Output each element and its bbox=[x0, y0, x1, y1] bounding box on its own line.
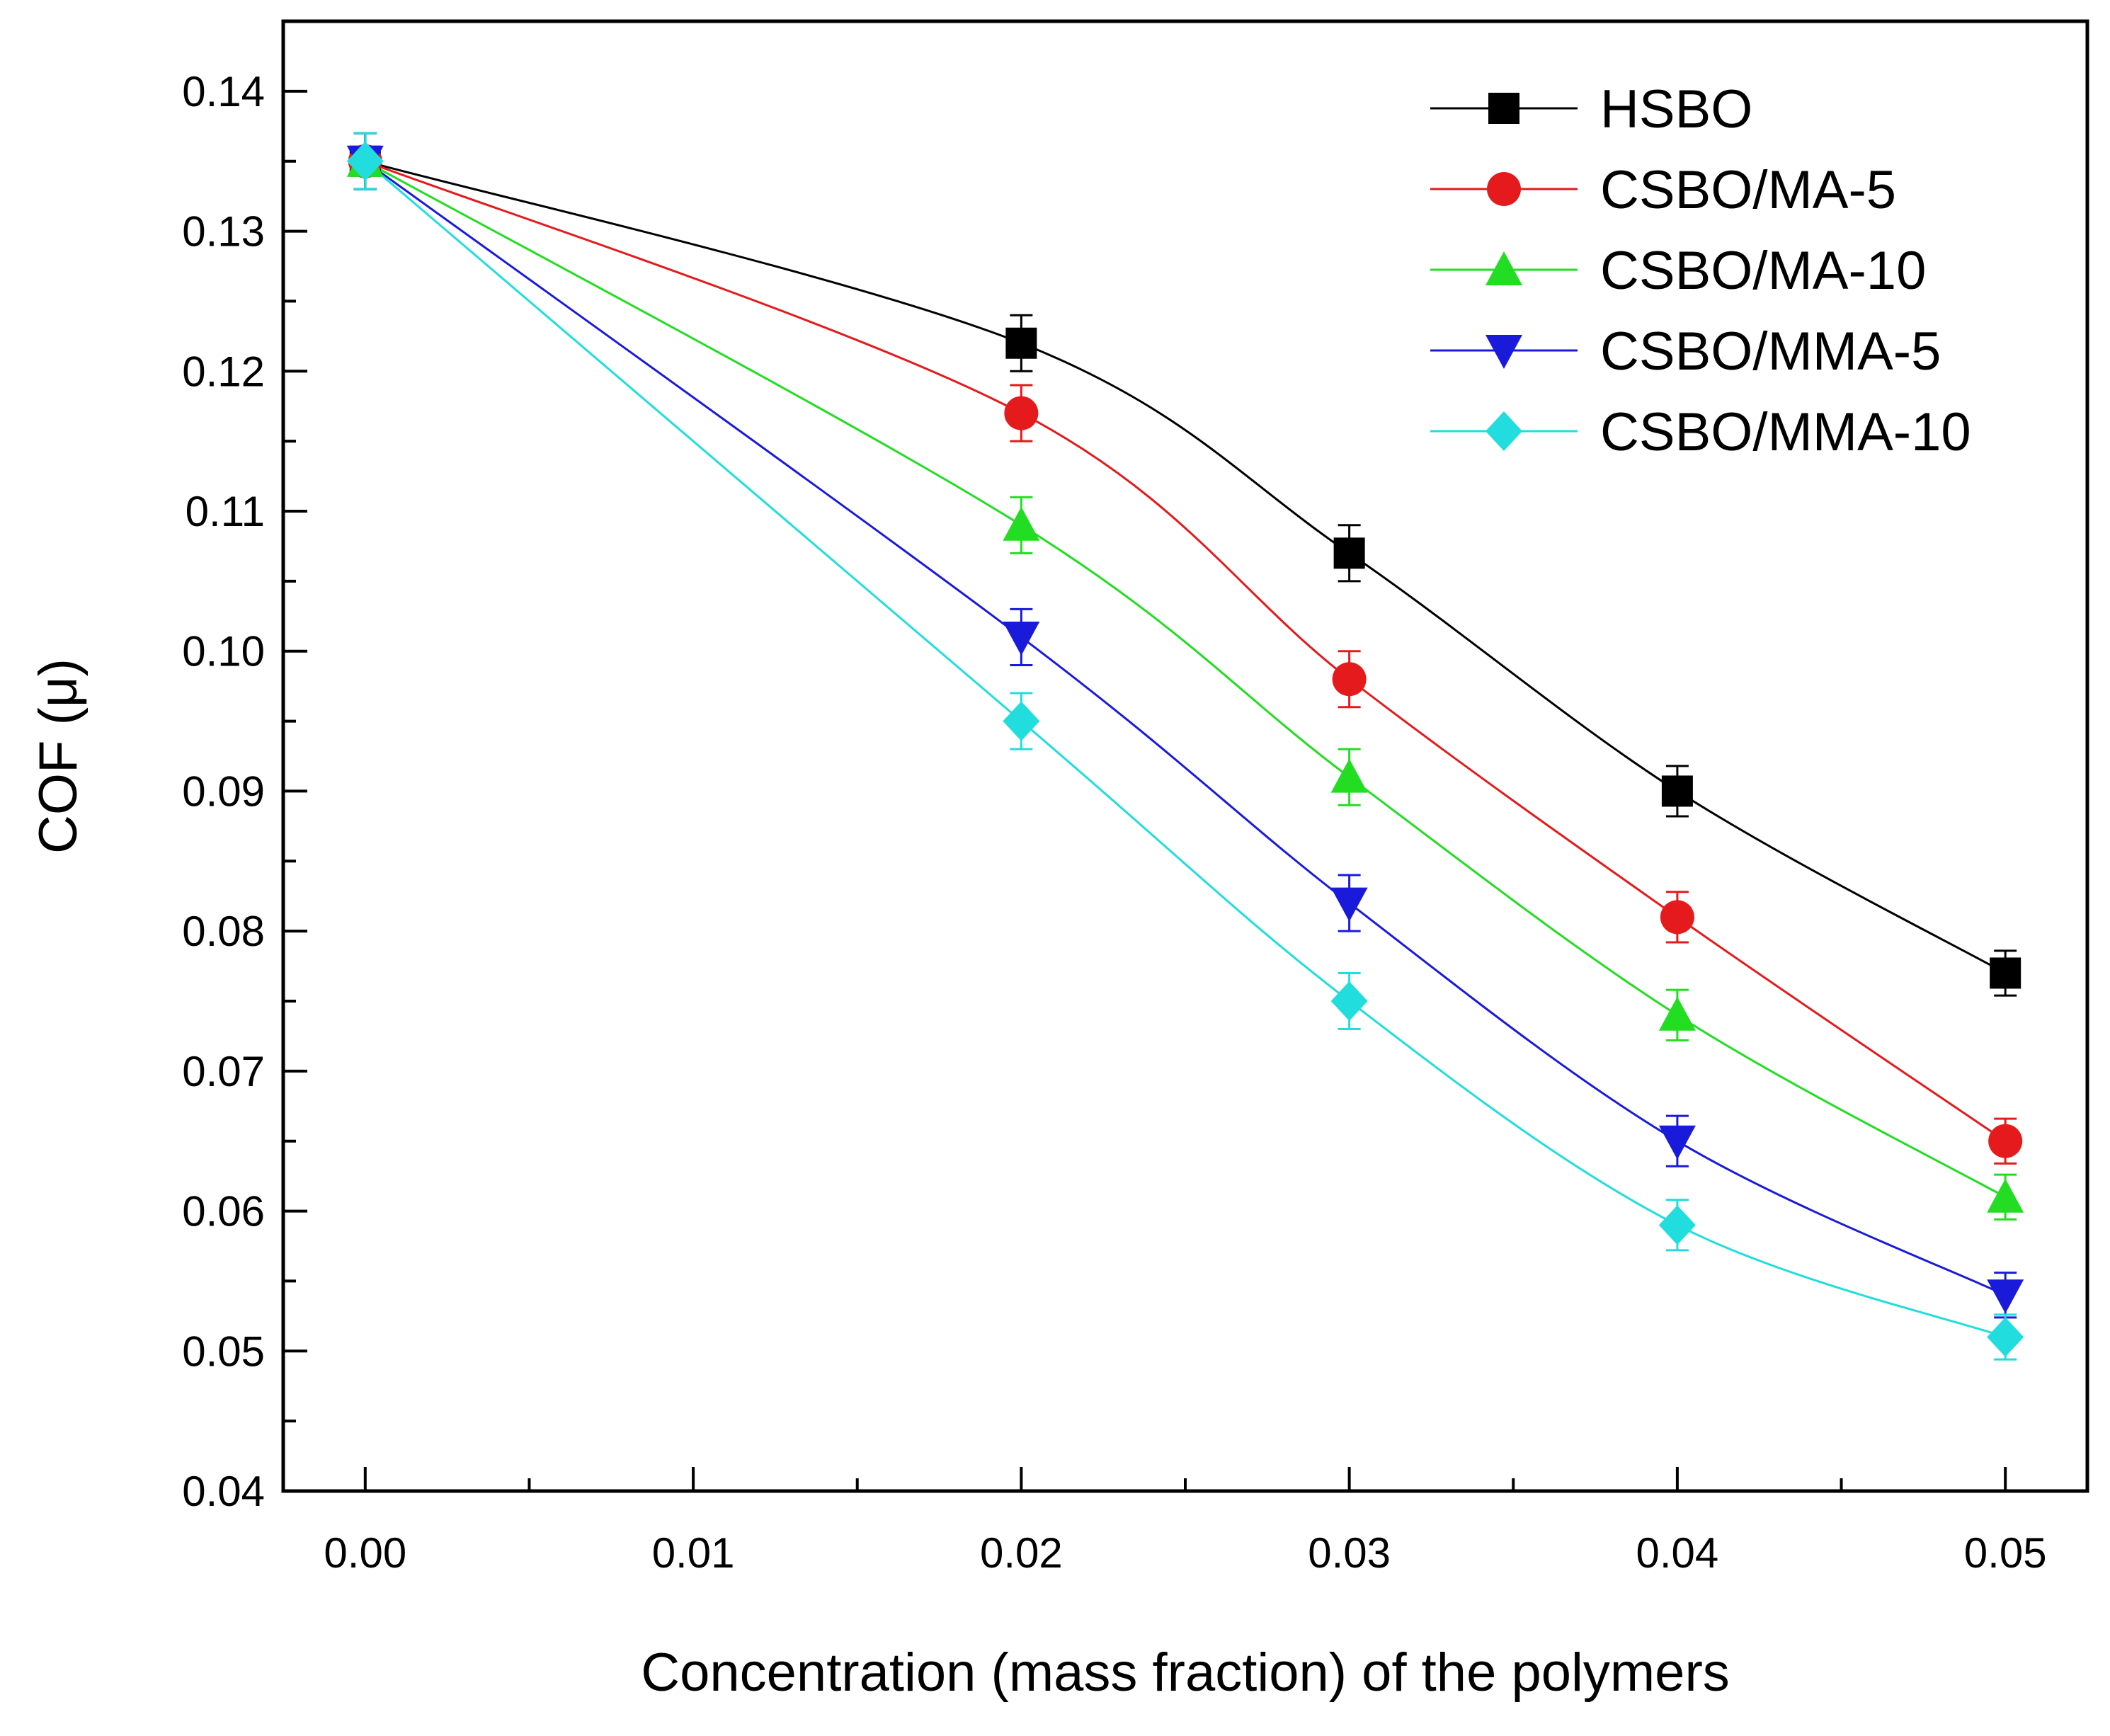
data-point-csbo-ma-5 bbox=[1332, 662, 1367, 697]
data-point-csbo-ma-5 bbox=[1004, 396, 1039, 430]
data-point-hsbo bbox=[1333, 537, 1365, 569]
y-tick-label: 0.12 bbox=[182, 348, 265, 395]
data-point-hsbo bbox=[1990, 957, 2021, 989]
legend-label-csbo-ma-5: CSBO/MA-5 bbox=[1600, 160, 1896, 220]
x-tick-label: 0.00 bbox=[324, 1529, 406, 1577]
data-point-csbo-mma-5 bbox=[1003, 621, 1040, 656]
series-line-csbo-ma-5 bbox=[365, 160, 2007, 1142]
data-point-csbo-ma-5 bbox=[1660, 900, 1694, 935]
data-point-csbo-mma-10 bbox=[346, 141, 384, 181]
data-point-csbo-ma-10 bbox=[1987, 1178, 2024, 1213]
legend-marker-csbo-ma-10 bbox=[1485, 251, 1522, 285]
legend-label-csbo-ma-10: CSBO/MA-10 bbox=[1600, 241, 1926, 301]
y-axis-title: COF (μ) bbox=[28, 658, 89, 854]
legend: HSBO CSBO/MA-5 CSBO/MA-10 CSBO/MMA-5 CSBO/MM… bbox=[1430, 79, 1971, 462]
data-point-csbo-mma-5 bbox=[1330, 887, 1368, 922]
x-axis-title: Concentration (mass fraction) of the pol… bbox=[641, 1643, 1730, 1703]
legend-label-csbo-mma-5: CSBO/MMA-5 bbox=[1600, 321, 1941, 382]
data-point-csbo-mma-10 bbox=[1658, 1205, 1696, 1245]
data-point-csbo-mma-5 bbox=[1658, 1125, 1696, 1160]
data-point-csbo-mma-10 bbox=[1003, 701, 1040, 741]
y-tick-label: 0.08 bbox=[182, 908, 265, 955]
data-point-csbo-ma-5 bbox=[1988, 1124, 2023, 1158]
legend-marker-csbo-ma-5 bbox=[1487, 172, 1521, 206]
y-tick-label: 0.11 bbox=[186, 488, 265, 535]
plot-frame bbox=[281, 19, 2089, 1493]
legend-label-csbo-mma-10: CSBO/MMA-10 bbox=[1600, 402, 1971, 462]
data-point-hsbo bbox=[1005, 327, 1037, 359]
data-point-csbo-ma-10 bbox=[1330, 758, 1368, 793]
y-tick-label: 0.13 bbox=[182, 208, 265, 256]
y-tick-label: 0.05 bbox=[182, 1327, 265, 1375]
series-line-csbo-ma-10 bbox=[365, 160, 2006, 1199]
legend-marker-csbo-mma-5 bbox=[1485, 335, 1522, 369]
x-tick-label: 0.01 bbox=[652, 1529, 735, 1577]
y-tick-label: 0.10 bbox=[182, 628, 265, 675]
data-point-hsbo bbox=[1661, 775, 1693, 807]
legend-label-hsbo: HSBO bbox=[1600, 79, 1752, 139]
legend-marker-hsbo bbox=[1488, 93, 1519, 124]
x-tick-label: 0.04 bbox=[1636, 1529, 1719, 1577]
data-point-csbo-mma-10 bbox=[1330, 981, 1368, 1021]
data-point-csbo-ma-10 bbox=[1003, 506, 1040, 541]
legend-marker-csbo-mma-10 bbox=[1485, 411, 1522, 451]
series-line-csbo-mma-5 bbox=[364, 160, 2006, 1296]
y-tick-label: 0.14 bbox=[182, 68, 265, 115]
data-point-csbo-ma-10 bbox=[1658, 996, 1696, 1031]
data-point-csbo-mma-5 bbox=[1987, 1279, 2024, 1314]
x-tick-label: 0.02 bbox=[980, 1529, 1063, 1577]
series-line-hsbo bbox=[365, 160, 2006, 974]
x-tick-label: 0.05 bbox=[1964, 1529, 2047, 1577]
x-tick-label: 0.03 bbox=[1308, 1529, 1391, 1577]
y-tick-label: 0.06 bbox=[182, 1188, 265, 1235]
y-tick-label: 0.04 bbox=[182, 1468, 265, 1515]
y-tick-label: 0.07 bbox=[182, 1048, 265, 1095]
series-line-csbo-mma-10 bbox=[364, 160, 2006, 1338]
y-tick-label: 0.09 bbox=[182, 767, 265, 815]
data-point-csbo-mma-10 bbox=[1987, 1317, 2024, 1357]
